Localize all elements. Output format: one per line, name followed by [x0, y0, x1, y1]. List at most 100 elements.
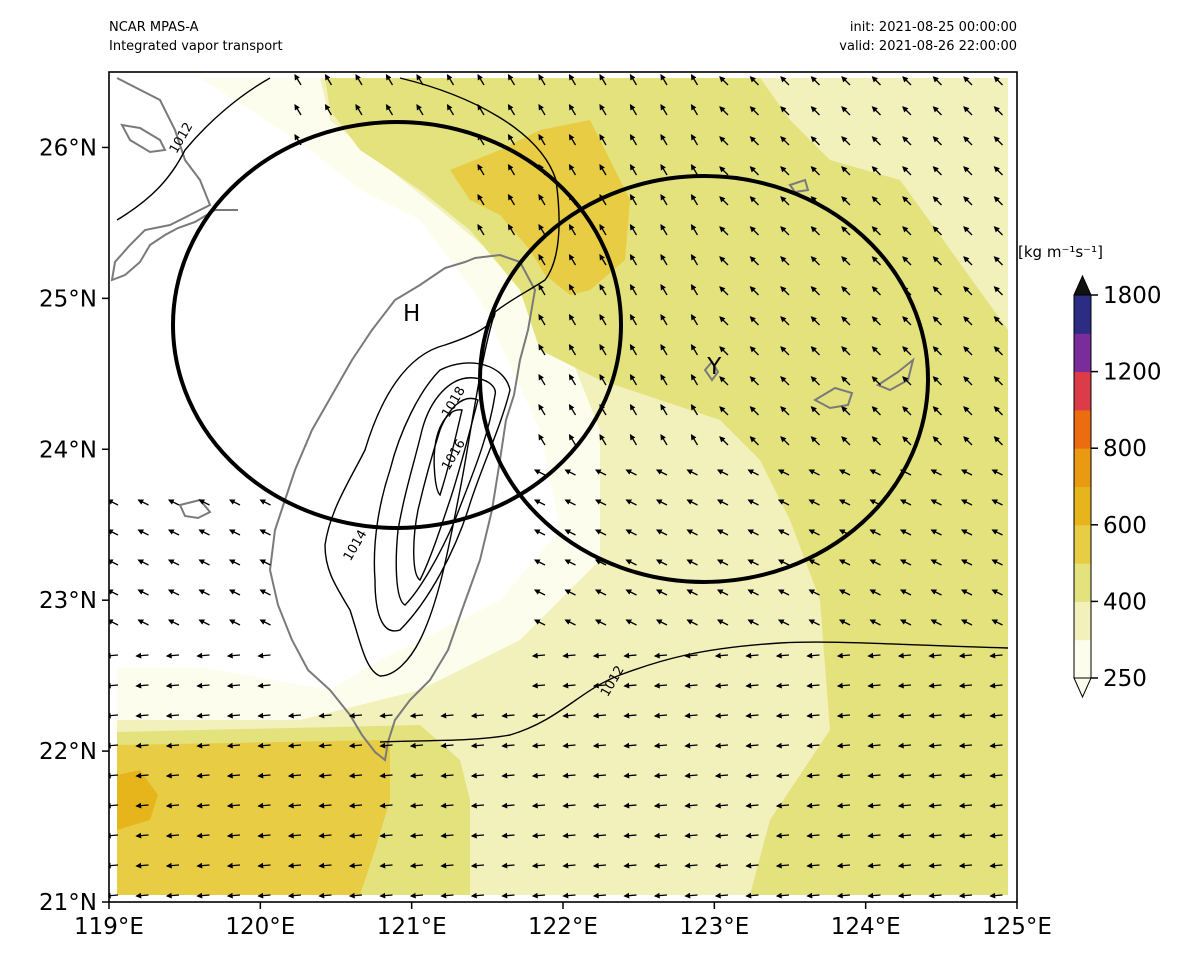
colorbar-extend-max [1073, 274, 1092, 296]
ivt-vector [196, 832, 210, 839]
ivt-vector [749, 286, 759, 296]
ivt-vector [690, 163, 699, 176]
ivt-vector [810, 106, 820, 116]
ivt-vector [714, 712, 729, 719]
ivt-vector [409, 862, 424, 869]
figure-header-right: init: 2021-08-25 00:00:00 valid: 2021-08-… [839, 18, 1017, 56]
ivt-vector [348, 772, 363, 779]
ivt-vector [838, 469, 851, 476]
ivt-vector [932, 346, 942, 356]
contour-1018-c [433, 409, 463, 497]
ivt-vector [932, 136, 942, 146]
ivt-vector [902, 196, 912, 206]
ivt-vector [379, 712, 393, 719]
ivt-vector [745, 712, 759, 719]
ivt-vector [287, 712, 302, 719]
ivt-vector [564, 529, 576, 536]
ivt-vector [568, 343, 577, 356]
ivt-vector [257, 892, 271, 899]
ivt-vector [775, 862, 790, 869]
ivt-vector [684, 712, 698, 719]
ivt-vector [960, 499, 973, 506]
ivt-vector [477, 193, 485, 206]
ivt-vector [655, 559, 668, 566]
lat-tick-label: 22°N [39, 739, 97, 765]
ivt-vector [719, 136, 729, 146]
ivt-vector [562, 772, 576, 779]
ivt-vector [714, 862, 729, 869]
ivt-vector [690, 343, 699, 356]
ivt-vector [719, 376, 729, 386]
ivt-vector [568, 223, 577, 236]
ivt-vector [963, 106, 973, 116]
ivt-vector [714, 832, 729, 839]
ivt-vector [538, 223, 546, 236]
ivt-vector [531, 772, 546, 779]
ivt-vector [838, 559, 851, 566]
ivt-vector [958, 862, 973, 869]
ivt-vector [257, 772, 271, 779]
ivt-vector [932, 256, 942, 266]
ivt-vector [592, 682, 607, 689]
ivt-vector [625, 469, 637, 476]
ivt-vector [226, 892, 241, 899]
ivt-vector [165, 682, 180, 689]
ivt-vector [385, 73, 394, 86]
ivt-vector [507, 223, 516, 236]
ivt-vector [719, 406, 729, 416]
radar-circle-y [478, 174, 930, 584]
ivt-vector [287, 772, 302, 779]
ivt-vector [869, 589, 881, 596]
ivt-vector [440, 862, 454, 869]
ivt-vector [810, 76, 820, 86]
station-markers: HY [403, 301, 722, 380]
ivt-vector [507, 193, 516, 206]
ivt-vector [690, 403, 699, 416]
ivt-vector [135, 892, 149, 899]
ivt-vector [777, 589, 790, 596]
ivt-vector [871, 316, 881, 326]
ivt-vector [594, 529, 607, 536]
ivt-vector [385, 103, 394, 116]
ivt-vector [780, 436, 790, 446]
ivt-vector [902, 376, 912, 386]
ivt-vector [625, 559, 637, 566]
colorbar-segment [1074, 448, 1091, 487]
ivt-vector [716, 529, 729, 536]
radar-circle-h [171, 120, 623, 530]
ivt-vector [686, 589, 698, 596]
ivt-vector [747, 469, 759, 476]
ivt-vector [684, 892, 698, 899]
ivt-vector [196, 772, 210, 779]
ivt-vector [690, 223, 699, 236]
ivt-vector [655, 529, 668, 536]
ivt-vector [960, 589, 973, 596]
ivt-vector [780, 376, 790, 386]
colorbar-extend-min [1073, 677, 1092, 699]
ivt-vector [507, 163, 516, 176]
ivt-vector [228, 529, 241, 536]
ivt-vector [993, 106, 1003, 116]
ivt-vector [440, 832, 454, 839]
lon-tick-label: 119°E [74, 914, 144, 940]
lat-tick-label: 25°N [39, 286, 97, 312]
ivt-vector [653, 802, 668, 809]
ivt-vector [836, 892, 851, 899]
ivt-vector [960, 619, 973, 626]
ivt-vector [135, 652, 149, 659]
ivt-vector [538, 373, 546, 386]
ivt-vector [867, 832, 881, 839]
colorbar-tick-label: 800 [1103, 436, 1147, 462]
ivt-vector [228, 559, 241, 566]
ivt-vector [897, 682, 912, 689]
ivt-vector [165, 742, 180, 749]
ivt-vector [538, 253, 546, 266]
ivt-vector [714, 742, 729, 749]
ivt-vector [899, 619, 912, 626]
range-circles [171, 120, 930, 584]
ivt-vector [623, 832, 637, 839]
ivt-vector [533, 469, 546, 476]
ivt-region-600 [117, 770, 158, 830]
ivt-vector [932, 226, 942, 236]
ivt-vector [928, 772, 942, 779]
